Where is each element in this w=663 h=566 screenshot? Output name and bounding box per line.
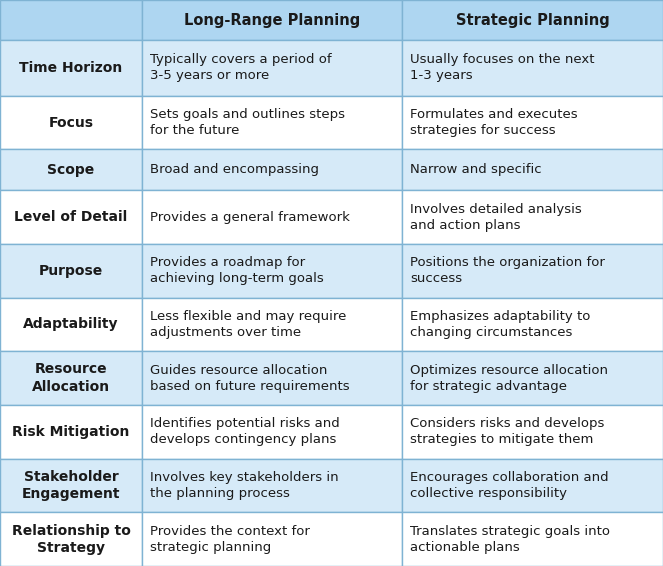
Text: Encourages collaboration and
collective responsibility: Encourages collaboration and collective … bbox=[410, 471, 609, 500]
Bar bbox=[402, 149, 663, 190]
Bar bbox=[0, 96, 142, 149]
Bar bbox=[142, 405, 402, 458]
Bar bbox=[142, 190, 402, 244]
Bar bbox=[142, 351, 402, 405]
Bar bbox=[402, 405, 663, 458]
Text: Provides a general framework: Provides a general framework bbox=[150, 211, 350, 224]
Bar bbox=[402, 40, 663, 96]
Text: Emphasizes adaptability to
changing circumstances: Emphasizes adaptability to changing circ… bbox=[410, 310, 590, 339]
Text: Relationship to
Strategy: Relationship to Strategy bbox=[11, 524, 131, 555]
Text: Optimizes resource allocation
for strategic advantage: Optimizes resource allocation for strate… bbox=[410, 363, 608, 393]
Text: Positions the organization for
success: Positions the organization for success bbox=[410, 256, 605, 285]
Text: Usually focuses on the next
1-3 years: Usually focuses on the next 1-3 years bbox=[410, 53, 595, 83]
Text: Risk Mitigation: Risk Mitigation bbox=[13, 425, 130, 439]
Bar bbox=[0, 40, 142, 96]
Text: Involves key stakeholders in
the planning process: Involves key stakeholders in the plannin… bbox=[150, 471, 339, 500]
Bar bbox=[142, 96, 402, 149]
Text: Identifies potential risks and
develops contingency plans: Identifies potential risks and develops … bbox=[150, 417, 339, 447]
Text: Guides resource allocation
based on future requirements: Guides resource allocation based on futu… bbox=[150, 363, 349, 393]
Text: Considers risks and develops
strategies to mitigate them: Considers risks and develops strategies … bbox=[410, 417, 605, 447]
Bar bbox=[0, 512, 142, 566]
Bar bbox=[142, 298, 402, 351]
Text: Involves detailed analysis
and action plans: Involves detailed analysis and action pl… bbox=[410, 203, 581, 231]
Text: Typically covers a period of
3-5 years or more: Typically covers a period of 3-5 years o… bbox=[150, 53, 332, 83]
Bar bbox=[0, 244, 142, 298]
Bar bbox=[0, 190, 142, 244]
Bar bbox=[142, 512, 402, 566]
Text: Less flexible and may require
adjustments over time: Less flexible and may require adjustment… bbox=[150, 310, 346, 339]
Text: Sets goals and outlines steps
for the future: Sets goals and outlines steps for the fu… bbox=[150, 108, 345, 137]
Bar bbox=[402, 512, 663, 566]
Bar bbox=[142, 458, 402, 512]
Bar bbox=[142, 0, 402, 40]
Text: Provides the context for
strategic planning: Provides the context for strategic plann… bbox=[150, 525, 310, 554]
Bar bbox=[142, 149, 402, 190]
Text: Formulates and executes
strategies for success: Formulates and executes strategies for s… bbox=[410, 108, 577, 137]
Text: Scope: Scope bbox=[47, 163, 95, 177]
Text: Narrow and specific: Narrow and specific bbox=[410, 164, 542, 177]
Text: Adaptability: Adaptability bbox=[23, 318, 119, 332]
Bar bbox=[402, 458, 663, 512]
Bar bbox=[402, 298, 663, 351]
Bar bbox=[142, 40, 402, 96]
Text: Broad and encompassing: Broad and encompassing bbox=[150, 164, 319, 177]
Bar bbox=[402, 96, 663, 149]
Text: Provides a roadmap for
achieving long-term goals: Provides a roadmap for achieving long-te… bbox=[150, 256, 324, 285]
Text: Focus: Focus bbox=[48, 115, 93, 130]
Bar bbox=[0, 458, 142, 512]
Bar bbox=[142, 244, 402, 298]
Text: Time Horizon: Time Horizon bbox=[19, 61, 123, 75]
Bar bbox=[402, 351, 663, 405]
Bar bbox=[402, 190, 663, 244]
Bar bbox=[402, 244, 663, 298]
Text: Level of Detail: Level of Detail bbox=[15, 210, 127, 224]
Bar bbox=[0, 149, 142, 190]
Text: Long-Range Planning: Long-Range Planning bbox=[184, 12, 360, 28]
Bar bbox=[0, 0, 142, 40]
Bar bbox=[0, 298, 142, 351]
Text: Resource
Allocation: Resource Allocation bbox=[32, 362, 110, 394]
Bar bbox=[0, 351, 142, 405]
Text: Purpose: Purpose bbox=[39, 264, 103, 278]
Bar bbox=[402, 0, 663, 40]
Bar bbox=[0, 405, 142, 458]
Text: Stakeholder
Engagement: Stakeholder Engagement bbox=[22, 470, 120, 501]
Text: Strategic Planning: Strategic Planning bbox=[455, 12, 609, 28]
Text: Translates strategic goals into
actionable plans: Translates strategic goals into actionab… bbox=[410, 525, 610, 554]
